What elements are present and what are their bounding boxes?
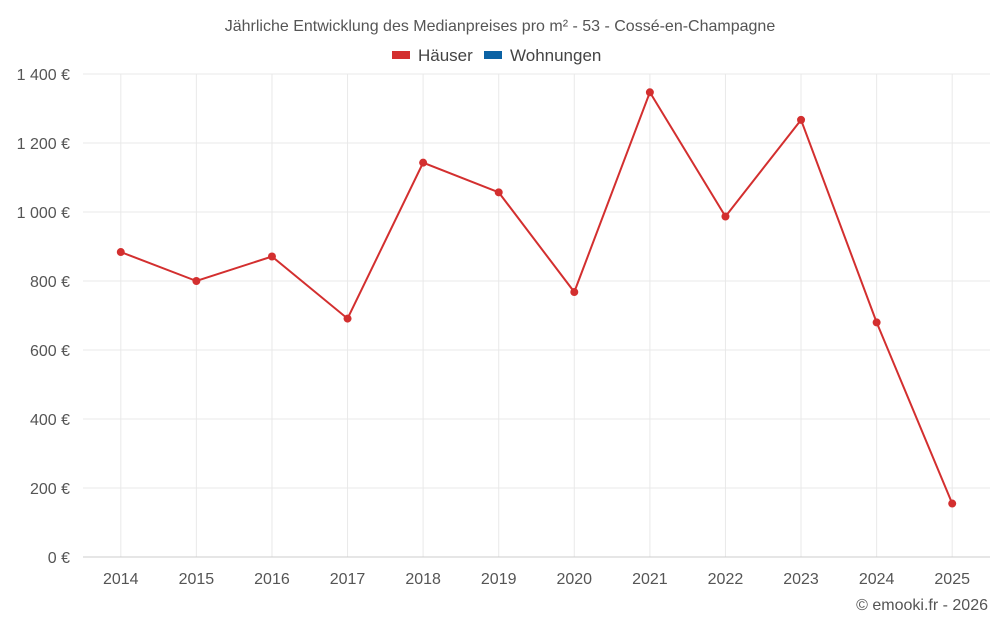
x-tick-label: 2020	[556, 571, 592, 588]
y-tick-label: 600 €	[30, 343, 70, 360]
y-tick-label: 1 000 €	[17, 205, 70, 222]
y-axis: 0 € 200 € 400 € 600 € 800 € 1 000 € 1 200 € 1 4…	[17, 67, 70, 567]
data-point[interactable]	[192, 277, 201, 285]
legend-swatch-haeuser	[392, 51, 410, 59]
y-tick-label: 400 €	[30, 412, 70, 429]
x-tick-label: 2024	[859, 571, 895, 588]
legend-label-wohnungen: Wohnungen	[510, 46, 601, 65]
x-tick-label: 2017	[330, 571, 366, 588]
chart-title: Jährliche Entwicklung des Medianpreises …	[225, 18, 776, 35]
legend: Häuser Wohnungen	[392, 46, 601, 65]
x-tick-label: 2023	[783, 571, 819, 588]
legend-item-haeuser[interactable]: Häuser	[392, 46, 473, 65]
y-tick-label: 0 €	[48, 550, 70, 567]
y-tick-label: 800 €	[30, 274, 70, 291]
y-tick-label: 1 400 €	[17, 67, 70, 84]
x-tick-label: 2018	[405, 571, 441, 588]
data-point[interactable]	[872, 318, 881, 327]
data-point[interactable]	[645, 88, 654, 97]
data-point[interactable]	[721, 212, 730, 221]
x-tick-label: 2025	[934, 571, 970, 588]
y-tick-label: 200 €	[30, 481, 70, 498]
data-point[interactable]	[116, 248, 125, 257]
x-tick-label: 2019	[481, 571, 517, 588]
series-layer	[116, 88, 957, 508]
x-axis: 2014 2015 2016 2017 2018 2019 2020 2021 2022 2023…	[83, 556, 990, 588]
data-point[interactable]	[343, 314, 352, 323]
credit-text: © emooki.fr - 2026	[856, 597, 988, 614]
x-tick-label: 2021	[632, 571, 668, 588]
data-point[interactable]	[570, 288, 579, 297]
legend-swatch-wohnungen	[484, 51, 502, 59]
grid	[83, 73, 990, 557]
legend-item-wohnungen[interactable]: Wohnungen	[484, 46, 601, 65]
data-point[interactable]	[494, 188, 503, 197]
data-point[interactable]	[797, 115, 806, 124]
y-tick-label: 1 200 €	[17, 136, 70, 153]
data-point[interactable]	[267, 252, 276, 261]
data-point[interactable]	[419, 158, 428, 167]
legend-label-haeuser: Häuser	[418, 46, 473, 65]
x-tick-label: 2022	[708, 571, 744, 588]
x-tick-label: 2016	[254, 571, 290, 588]
series-line-0	[120, 90, 954, 504]
x-tick-label: 2014	[103, 571, 139, 588]
x-tick-label: 2015	[179, 571, 215, 588]
data-point[interactable]	[948, 499, 957, 508]
